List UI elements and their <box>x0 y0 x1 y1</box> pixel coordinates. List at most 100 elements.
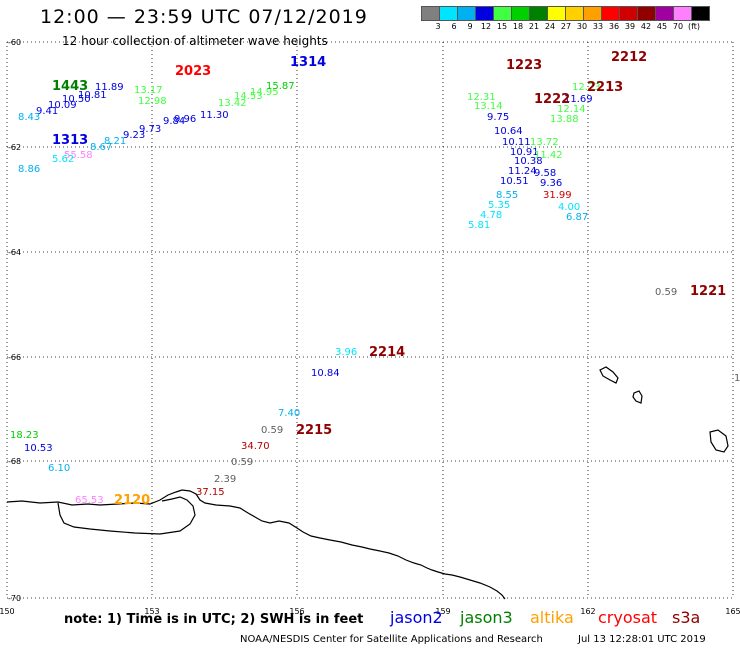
wave-height-value: 2.39 <box>214 474 236 485</box>
wave-height-value: 9.73 <box>139 124 161 135</box>
latitude-label: -60 <box>8 38 21 47</box>
pass-time-label: 1222 <box>534 92 570 107</box>
scale-label: 30 <box>576 22 588 31</box>
longitude-label: 156 <box>289 607 304 616</box>
wave-height-value: 6.10 <box>48 463 70 474</box>
wave-height-value: 65.53 <box>75 495 104 506</box>
wave-height-value: 11.24 <box>508 166 537 177</box>
wave-height-value: 5.35 <box>488 200 510 211</box>
pass-time-label: 1223 <box>506 58 542 73</box>
pass-time-label: 1221 <box>690 284 726 299</box>
wave-height-value: 11.42 <box>534 150 563 161</box>
wave-height-value: 3.96 <box>335 347 357 358</box>
scale-label: (ft) <box>687 22 701 31</box>
satellite-name: s3a <box>672 608 701 627</box>
scale-label: 24 <box>544 22 556 31</box>
latitude-label: -70 <box>8 594 21 603</box>
scale-label: 45 <box>656 22 668 31</box>
scale-label: 12 <box>480 22 492 31</box>
wave-height-value: 13.14 <box>474 101 503 112</box>
wave-height-value: 0.59 <box>261 425 283 436</box>
wave-height-value: 10.81 <box>78 90 107 101</box>
scale-label: 21 <box>528 22 540 31</box>
credit-text: NOAA/NESDIS Center for Satellite Applica… <box>240 634 543 645</box>
footer-note: note: 1) Time is in UTC; 2) SWH is in fe… <box>64 612 364 627</box>
wave-height-value: 10.09 <box>48 100 77 111</box>
wave-height-value: 55.58 <box>64 150 93 161</box>
wave-height-value: 10.11 <box>502 137 531 148</box>
wave-height-value: 8.55 <box>496 190 518 201</box>
wave-height-value: 8.43 <box>18 112 40 123</box>
pass-time-label: 2023 <box>175 64 211 79</box>
scale-label: 33 <box>592 22 604 31</box>
wave-height-value: 8.21 <box>104 136 126 147</box>
scale-swatch <box>691 6 710 21</box>
pass-time-label: 1443 <box>52 79 88 94</box>
map-title: 12:00 — 23:59 UTC 07/12/2019 <box>40 6 368 28</box>
pass-time-label: 2212 <box>611 50 647 65</box>
wave-height-value: 10.84 <box>311 368 340 379</box>
pass-time-label: 2215 <box>296 423 332 438</box>
satellite-name: jason3 <box>460 608 513 627</box>
color-scale-legend: 3 6 9 12 15 18 21 24 27 30 33 36 39 42 45 70 (ft) <box>421 6 710 33</box>
longitude-label: 150 <box>0 607 15 616</box>
scale-label: 18 <box>512 22 524 31</box>
longitude-label: 153 <box>144 607 159 616</box>
longitude-label: 159 <box>435 607 450 616</box>
satellite-name: cryosat <box>598 608 658 627</box>
wave-height-value: 10.50 <box>62 94 91 105</box>
wave-height-value: 11.89 <box>95 82 124 93</box>
wave-height-value: 4.00 <box>558 202 580 213</box>
wave-height-value: 13.72 <box>530 137 559 148</box>
map-grid: -60 -62 -64 -66 -68 -70 150 153 156 159 162 165 <box>0 38 740 616</box>
wave-height-value: 34.70 <box>241 441 270 452</box>
wave-height-value: 8.67 <box>90 142 112 153</box>
scale-label: 36 <box>608 22 620 31</box>
longitude-label: 162 <box>580 607 595 616</box>
wave-height-value: 12.31 <box>467 92 496 103</box>
wave-height-value: 9.41 <box>36 106 58 117</box>
wave-height-value: 10.38 <box>514 156 543 167</box>
wave-height-value: 8.86 <box>18 164 40 175</box>
scale-label: 15 <box>496 22 508 31</box>
satellite-name: jason2 <box>390 608 443 627</box>
scale-label: 3 <box>435 22 441 31</box>
wave-height-value: 9.36 <box>540 178 562 189</box>
scale-label: 42 <box>640 22 652 31</box>
latitude-label: -66 <box>8 353 21 362</box>
wave-height-value: 9.23 <box>123 130 145 141</box>
wave-height-value: 13.17 <box>134 85 163 96</box>
wave-height-value: 31.99 <box>543 190 572 201</box>
wave-height-value: 0.59 <box>655 287 677 298</box>
wave-height-value: 13.88 <box>550 114 579 125</box>
wave-height-value: 37.15 <box>196 487 225 498</box>
wave-height-value: 6.87 <box>566 212 588 223</box>
wave-height-value: 9.96 <box>174 114 196 125</box>
wave-height-value: 10.53 <box>24 443 53 454</box>
satellite-name: altika <box>530 608 574 627</box>
wave-height-value: 10.64 <box>494 126 523 137</box>
wave-height-value: 18.23 <box>10 430 39 441</box>
scale-label: 39 <box>624 22 636 31</box>
pass-time-label: 1313 <box>52 133 88 148</box>
wave-height-value: 14.95 <box>250 87 279 98</box>
color-scale-swatches <box>421 6 710 21</box>
pass-time-label: 2213 <box>587 80 623 95</box>
wave-height-value: 5.62 <box>52 154 74 165</box>
wave-height-value: 5.81 <box>468 220 490 231</box>
wave-height-value: 12.14 <box>557 104 586 115</box>
generation-timestamp: Jul 13 12:28:01 UTC 2019 <box>578 634 706 645</box>
wave-height-value: 4.78 <box>480 210 502 221</box>
latitude-label: -64 <box>8 248 21 257</box>
map-subtitle: 12 hour collection of altimeter wave hei… <box>62 34 328 48</box>
pass-time-label: 2214 <box>369 345 405 360</box>
wave-height-value: 9.58 <box>534 168 556 179</box>
scale-label: 70 <box>672 22 684 31</box>
scale-label: 6 <box>451 22 457 31</box>
wave-height-value: 1 <box>734 373 740 384</box>
wave-height-value: 11.30 <box>200 110 229 121</box>
latitude-label: -68 <box>8 457 21 466</box>
wave-height-value: 11.69 <box>564 94 593 105</box>
